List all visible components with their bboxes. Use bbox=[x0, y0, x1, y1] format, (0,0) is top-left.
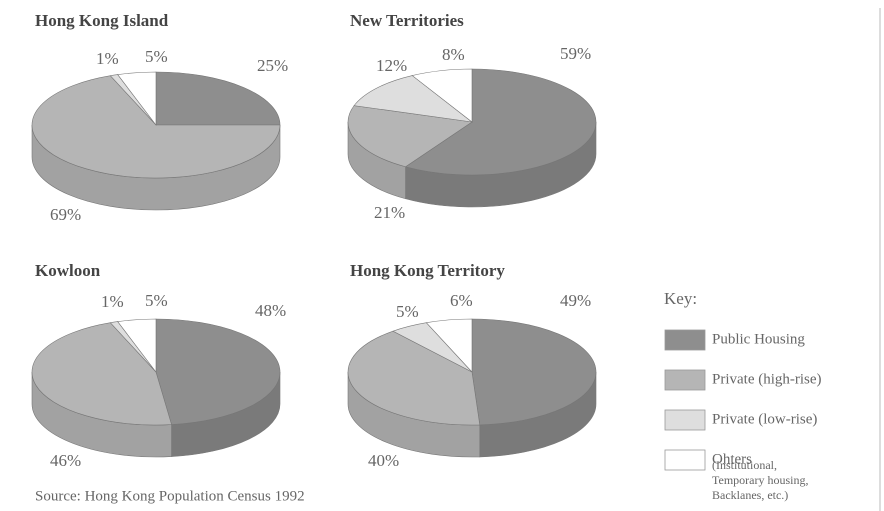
value-label: 8% bbox=[442, 45, 465, 64]
legend-swatch bbox=[664, 369, 706, 391]
legend-label: Ohters bbox=[712, 451, 752, 467]
value-label: 1% bbox=[96, 49, 119, 68]
pie-slice bbox=[353, 75, 474, 123]
pie-slice bbox=[471, 318, 597, 426]
pie-slice bbox=[404, 68, 597, 176]
legend-note: Backlanes, etc.) bbox=[712, 488, 788, 502]
legend-swatch bbox=[664, 409, 706, 431]
chart-title: New Territories bbox=[350, 11, 464, 30]
value-label: 5% bbox=[145, 291, 168, 310]
legend-note: (Institutional, bbox=[712, 458, 777, 472]
pie-slice bbox=[347, 330, 481, 426]
chart-title: Kowloon bbox=[35, 261, 101, 280]
value-label: 1% bbox=[101, 292, 124, 311]
legend-swatch bbox=[664, 329, 706, 351]
value-label: 5% bbox=[145, 47, 168, 66]
value-label: 49% bbox=[560, 291, 591, 310]
chart-title: Hong Kong Territory bbox=[350, 261, 505, 280]
value-label: 12% bbox=[376, 56, 407, 75]
legend-note: Temporary housing, bbox=[712, 473, 808, 487]
pie-slice bbox=[117, 318, 157, 373]
chart-title: Hong Kong Island bbox=[35, 11, 169, 30]
pie-slice bbox=[425, 318, 473, 373]
source: Source: Hong Kong Population Census 1992 bbox=[35, 488, 305, 504]
value-label: 21% bbox=[374, 203, 405, 222]
pie-slice bbox=[347, 105, 473, 168]
pie-slice bbox=[155, 318, 281, 425]
pie-slice bbox=[117, 71, 157, 126]
value-label: 46% bbox=[50, 451, 81, 470]
legend-label: Private (low-rise) bbox=[712, 411, 817, 427]
value-label: 59% bbox=[560, 44, 591, 63]
value-label: 5% bbox=[396, 302, 419, 321]
value-label: 25% bbox=[257, 56, 288, 75]
pie-slice bbox=[31, 75, 281, 179]
legend-label: Private (high-rise) bbox=[712, 371, 822, 387]
value-label: 6% bbox=[450, 291, 473, 310]
value-label: 69% bbox=[50, 205, 81, 224]
pie-slice bbox=[411, 68, 473, 123]
key-title: Key: bbox=[664, 289, 697, 308]
legend-label: Public Housing bbox=[712, 331, 805, 347]
value-label: 48% bbox=[255, 301, 286, 320]
value-label: 40% bbox=[368, 451, 399, 470]
legend-swatch bbox=[664, 449, 706, 471]
pie-slice bbox=[155, 71, 281, 126]
pie-slice bbox=[31, 322, 172, 426]
